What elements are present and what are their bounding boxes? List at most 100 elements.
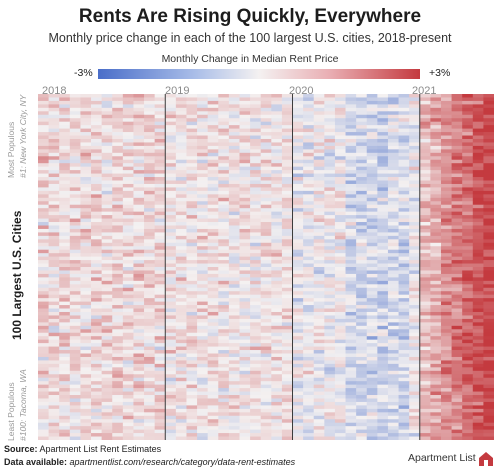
heatmap-cell	[197, 177, 209, 181]
heatmap-cell	[440, 215, 452, 219]
heatmap-cell	[366, 377, 378, 382]
heatmap-cell	[398, 273, 410, 278]
heatmap-cell	[387, 260, 399, 264]
heatmap-cell	[59, 159, 71, 164]
heatmap-cell	[101, 253, 113, 258]
heatmap-cell	[387, 429, 399, 434]
heatmap-cell	[250, 322, 262, 327]
heatmap-cell	[186, 211, 198, 216]
heatmap-cell	[260, 173, 272, 178]
heatmap-cell	[451, 228, 463, 233]
heatmap-cell	[430, 152, 442, 157]
heatmap-cell	[186, 159, 198, 164]
heatmap-cell	[356, 267, 368, 271]
heatmap-cell	[122, 253, 134, 258]
heatmap-cell	[48, 97, 60, 102]
heatmap-cell	[260, 356, 272, 361]
heatmap-cell	[38, 180, 49, 185]
heatmap-cell	[483, 121, 494, 126]
heatmap-cell	[430, 156, 442, 161]
heatmap-cell	[144, 166, 156, 171]
heatmap-cell	[59, 374, 71, 379]
heatmap-cell	[218, 222, 230, 226]
heatmap-cell	[175, 180, 187, 185]
heatmap-cell	[366, 135, 378, 140]
heatmap-cell	[207, 204, 219, 209]
heatmap-cell	[292, 401, 304, 406]
heatmap-cell	[387, 135, 399, 140]
heatmap-cell	[69, 222, 81, 226]
heatmap-cell	[59, 350, 71, 354]
heatmap-cell	[440, 398, 452, 403]
heatmap-cell	[144, 311, 156, 316]
heatmap-cell	[462, 277, 474, 282]
heatmap-cell	[440, 305, 452, 309]
heatmap-cell	[260, 94, 272, 98]
heatmap-cell	[228, 426, 240, 431]
heatmap-cell	[228, 356, 240, 361]
heatmap-cell	[366, 291, 378, 296]
heatmap-cell	[250, 315, 262, 320]
heatmap-cell	[271, 301, 283, 306]
heatmap-cell	[207, 325, 219, 330]
heatmap-cell	[48, 363, 60, 368]
heatmap-cell	[197, 239, 209, 244]
heatmap-cell	[239, 398, 251, 403]
heatmap-cell	[377, 401, 389, 406]
heatmap-cell	[165, 118, 177, 123]
heatmap-cell	[260, 121, 272, 126]
heatmap-cell	[38, 329, 49, 334]
heatmap-cell	[345, 318, 357, 323]
heatmap-cell	[440, 114, 452, 119]
heatmap-cell	[80, 360, 92, 365]
heatmap-cell	[313, 436, 325, 440]
heatmap-cell	[419, 197, 431, 202]
heatmap-cell	[440, 166, 452, 171]
heatmap-cell	[260, 208, 272, 213]
heatmap-cell	[175, 152, 187, 157]
heatmap-cell	[271, 208, 283, 213]
heatmap-cell	[483, 173, 494, 178]
heatmap-cell	[91, 298, 103, 302]
heatmap-cell	[472, 190, 484, 195]
heatmap-cell	[472, 350, 484, 354]
heatmap-cell	[69, 332, 81, 337]
heatmap-cell	[271, 159, 283, 164]
heatmap-cell	[387, 336, 399, 341]
heatmap-cell	[462, 187, 474, 192]
heatmap-cell	[303, 218, 315, 223]
heatmap-cell	[228, 211, 240, 216]
heatmap-cell	[175, 384, 187, 389]
heatmap-cell	[175, 311, 187, 316]
heatmap-cell	[101, 173, 113, 178]
heatmap-cell	[292, 138, 304, 143]
heatmap-cell	[133, 118, 145, 123]
heatmap-cell	[112, 125, 124, 129]
heatmap-cell	[228, 343, 240, 347]
heatmap-cell	[366, 100, 378, 105]
heatmap-cell	[462, 197, 474, 202]
heatmap-cell	[281, 363, 293, 368]
heatmap-cell	[197, 190, 209, 195]
heatmap-cell	[165, 232, 177, 237]
heatmap-cell	[186, 260, 198, 264]
heatmap-cell	[281, 187, 293, 192]
heatmap-cell	[419, 163, 431, 168]
heatmap-cell	[334, 145, 346, 150]
heatmap-cell	[197, 107, 209, 112]
brand-name: Apartment List	[408, 452, 476, 464]
heatmap-cell	[38, 395, 49, 399]
heatmap-cell	[398, 356, 410, 361]
heatmap-cell	[80, 318, 92, 323]
heatmap-cell	[472, 242, 484, 247]
heatmap-cell	[430, 367, 442, 372]
heatmap-cell	[133, 422, 145, 427]
heatmap-cell	[398, 363, 410, 368]
heatmap-cell	[303, 138, 315, 143]
heatmap-cell	[101, 107, 113, 112]
heatmap-cell	[271, 170, 283, 174]
data-url-link[interactable]: apartmentlist.com/research/category/data…	[69, 457, 296, 467]
heatmap-cell	[207, 225, 219, 230]
heatmap-cell	[281, 239, 293, 244]
heatmap-cell	[59, 388, 71, 392]
